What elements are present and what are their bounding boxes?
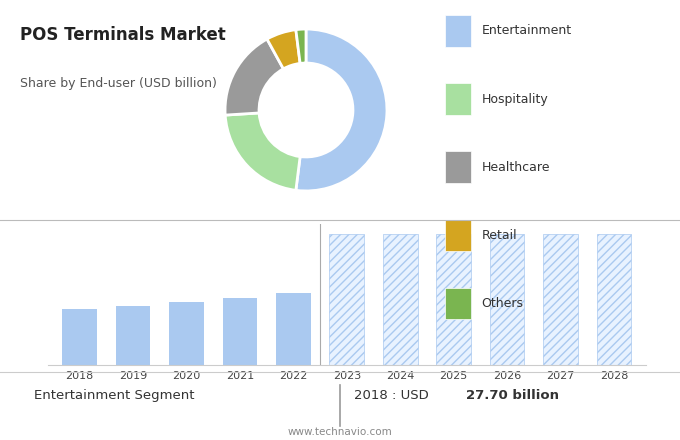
Text: 27.70 billion: 27.70 billion xyxy=(466,389,559,402)
Bar xyxy=(222,298,257,365)
Wedge shape xyxy=(225,39,284,115)
Text: Entertainment: Entertainment xyxy=(481,24,572,37)
Wedge shape xyxy=(296,29,387,191)
Text: 2018 : USD: 2018 : USD xyxy=(354,389,432,402)
Text: www.technavio.com: www.technavio.com xyxy=(288,427,392,437)
Bar xyxy=(437,235,471,365)
Text: Share by End-user (USD billion): Share by End-user (USD billion) xyxy=(20,77,218,90)
Text: Others: Others xyxy=(481,297,524,310)
Wedge shape xyxy=(267,29,300,69)
Bar xyxy=(490,235,524,365)
Text: POS Terminals Market: POS Terminals Market xyxy=(20,26,226,44)
Bar xyxy=(596,235,631,365)
Text: Healthcare: Healthcare xyxy=(481,161,550,174)
Wedge shape xyxy=(296,29,306,63)
Bar xyxy=(276,293,311,365)
Bar xyxy=(543,235,578,365)
Bar xyxy=(116,306,150,365)
Bar xyxy=(329,235,364,365)
Bar xyxy=(169,302,204,365)
Text: Retail: Retail xyxy=(481,229,517,242)
Bar xyxy=(383,235,418,365)
Text: Hospitality: Hospitality xyxy=(481,92,548,106)
Text: Entertainment Segment: Entertainment Segment xyxy=(34,389,194,402)
Bar xyxy=(63,309,97,365)
Wedge shape xyxy=(225,113,300,191)
